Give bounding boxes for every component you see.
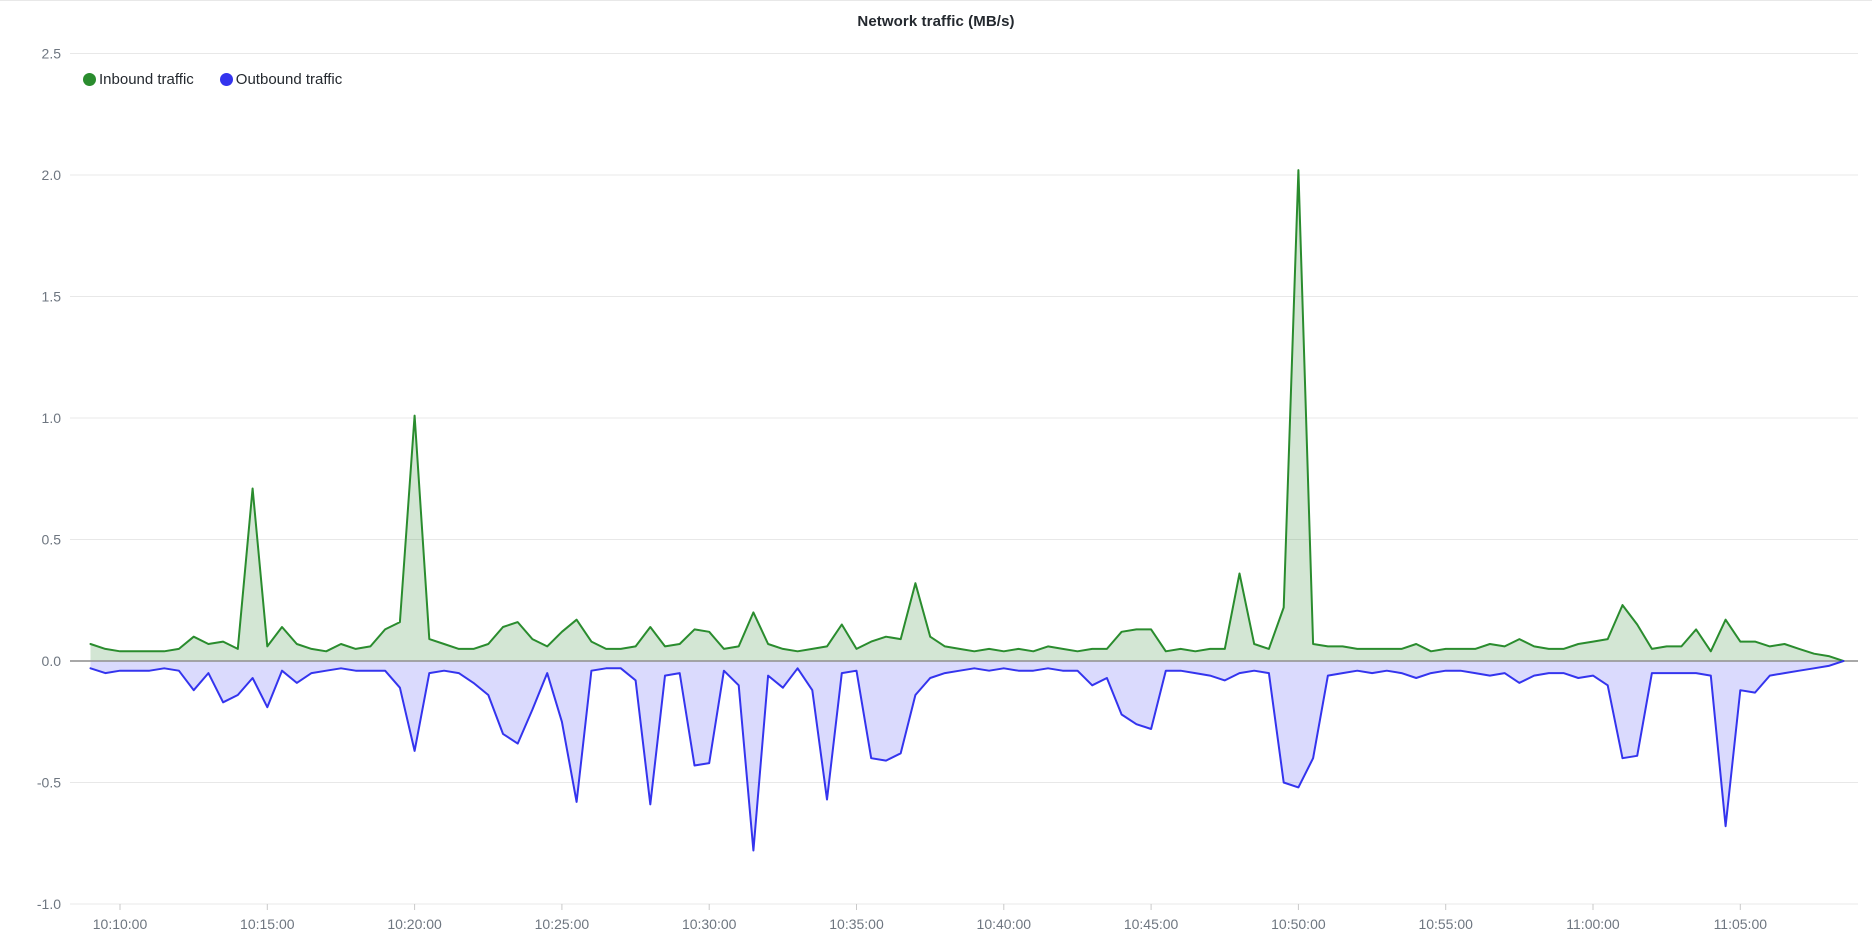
y-tick-label: 2.0 [42, 167, 62, 183]
y-tick-label: 2.5 [42, 46, 62, 62]
x-tick-label: 10:30:00 [682, 916, 737, 932]
outbound-legend-dot-icon [219, 73, 233, 86]
y-tick-label: 0.5 [42, 532, 62, 548]
y-tick-label: -1.0 [37, 896, 61, 912]
legend-label-outbound: Outbound traffic [235, 71, 343, 88]
x-tick-label: 11:05:00 [1714, 916, 1768, 932]
x-tick-label: 10:15:00 [240, 916, 295, 932]
x-tick-label: 11:00:00 [1566, 916, 1620, 932]
chart-legend: Inbound traffic Outbound traffic [83, 71, 342, 88]
x-tick-label: 10:35:00 [829, 916, 884, 932]
series-line-inbound [89, 169, 1845, 662]
y-tick-label: 0.0 [42, 653, 62, 669]
y-tick-label: -0.5 [37, 775, 61, 791]
chart-title: Network traffic (MB/s) [857, 13, 1015, 30]
inbound-legend-dot-icon [83, 73, 96, 86]
x-tick-label: 10:40:00 [977, 916, 1032, 932]
legend-item-outbound[interactable]: Outbound traffic [219, 71, 343, 88]
x-tick-label: 10:20:00 [387, 916, 442, 932]
series-area-inbound [90, 170, 1844, 661]
x-tick-label: 10:25:00 [535, 916, 590, 932]
legend-item-inbound[interactable]: Inbound traffic [83, 71, 194, 88]
x-tick-label: 10:45:00 [1124, 916, 1179, 932]
series-area-outbound [90, 661, 1844, 851]
y-tick-label: 1.5 [42, 289, 62, 305]
x-tick-label: 10:10:00 [93, 916, 148, 932]
x-tick-label: 10:50:00 [1271, 916, 1326, 932]
series-line-outbound [89, 660, 1845, 852]
x-tick-label: 10:55:00 [1418, 916, 1473, 932]
y-tick-label: 1.0 [42, 410, 62, 426]
legend-label-inbound: Inbound traffic [99, 71, 194, 88]
